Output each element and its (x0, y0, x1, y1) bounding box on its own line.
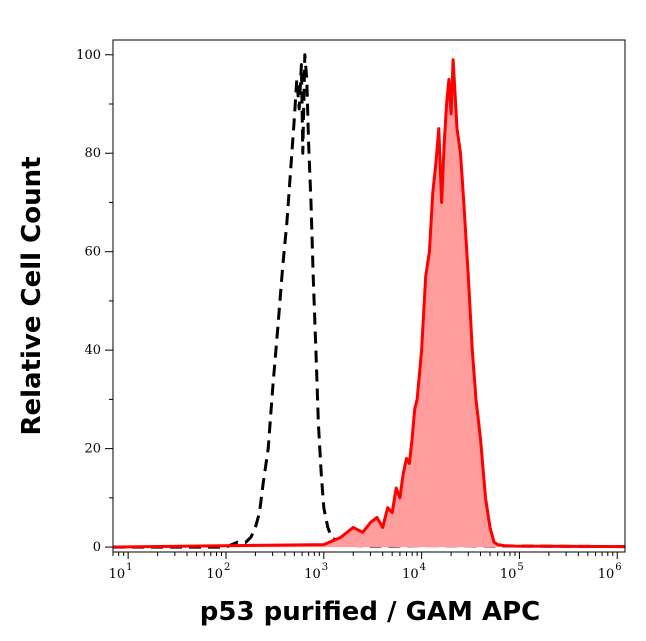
x-tick-exponent: 6 (615, 562, 621, 573)
series-0-line (113, 53, 626, 549)
x-tick-exponent: 2 (224, 562, 230, 573)
x-axis: 10 1 10 2 10 3 10 4 10 5 10 6 (109, 552, 622, 582)
x-tick-exponent: 4 (420, 562, 426, 573)
x-tick-label: 10 3 (304, 562, 328, 582)
plot-area (112, 53, 626, 549)
x-tick-label: 10 2 (206, 562, 230, 582)
y-tick-label: 0 (93, 540, 101, 555)
x-tick-label: 10 1 (109, 562, 133, 582)
x-tick-base: 10 (109, 567, 126, 582)
x-tick-base: 10 (598, 567, 615, 582)
y-axis-label: Relative Cell Count (17, 156, 47, 435)
y-tick-label: 40 (84, 343, 101, 358)
x-tick-exponent: 5 (517, 562, 523, 573)
x-tick-base: 10 (500, 567, 517, 582)
x-tick-base: 10 (402, 567, 419, 582)
y-tick-label: 60 (84, 245, 101, 260)
series-1-line (112, 58, 626, 549)
y-tick-label: 100 (76, 48, 101, 63)
y-axis: 0 20 40 60 80 100 (76, 48, 113, 555)
x-axis-label: p53 purified / GAM APC (200, 597, 540, 627)
y-tick-label: 20 (84, 442, 101, 457)
x-tick-label: 10 4 (402, 562, 426, 582)
x-tick-label: 10 6 (598, 562, 622, 582)
plot-frame (112, 39, 626, 553)
x-tick-label: 10 5 (500, 562, 524, 582)
x-tick-base: 10 (304, 567, 321, 582)
x-tick-exponent: 3 (322, 562, 328, 573)
x-tick-base: 10 (206, 567, 223, 582)
y-tick-label: 80 (84, 146, 101, 161)
series-1-fill (113, 59, 625, 548)
x-tick-exponent: 1 (126, 562, 132, 573)
